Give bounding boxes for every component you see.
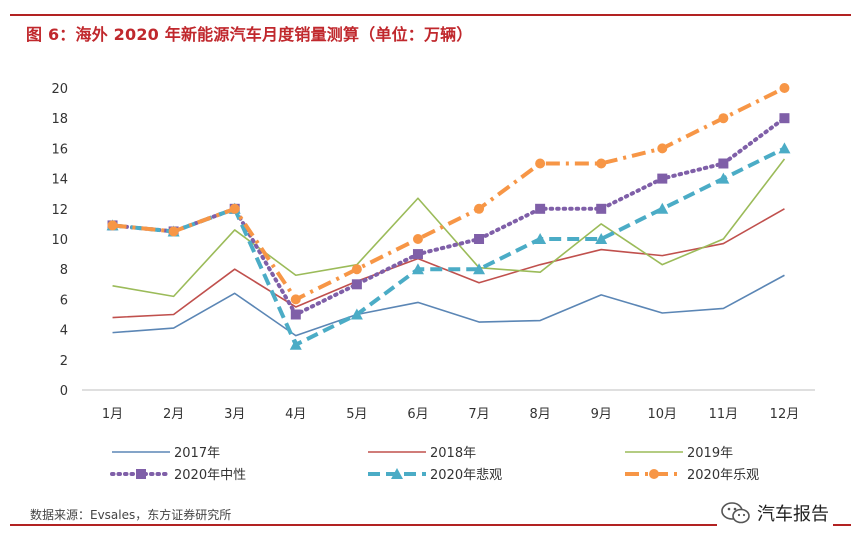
data-point-square <box>718 158 729 169</box>
series-lines <box>106 83 791 350</box>
y-tick-label: 6 <box>60 293 68 308</box>
data-point-square <box>351 279 362 290</box>
data-point-circle <box>474 203 485 214</box>
y-tick-label: 2 <box>60 354 68 369</box>
data-point-triangle <box>778 142 791 154</box>
data-point-circle <box>168 226 179 237</box>
data-point-circle <box>596 158 607 169</box>
x-tick-label: 5月 <box>346 407 367 422</box>
y-tick-label: 0 <box>60 384 68 399</box>
legend-label: 2019年 <box>687 446 733 461</box>
x-tick-label: 2月 <box>163 407 184 422</box>
legend-label: 2020年中性 <box>174 468 246 483</box>
legend-label: 2017年 <box>174 446 220 461</box>
data-point-triangle <box>656 202 669 214</box>
source-note: 数据来源：Evsales，东方证券研究所 <box>30 508 232 522</box>
x-tick-label: 10月 <box>648 407 678 422</box>
data-point-circle <box>229 203 240 214</box>
data-point-circle <box>649 469 659 479</box>
x-tick-label: 3月 <box>224 407 245 422</box>
legend-label: 2020年乐观 <box>687 468 759 483</box>
y-tick-label: 18 <box>51 112 68 127</box>
series-line <box>112 158 786 298</box>
x-tick-label: 9月 <box>591 407 612 422</box>
legend: 2017年 2018年 2019年 2020年中性 2020年悲观 2020年乐观 <box>110 446 759 483</box>
chart-title: 图 6：海外 2020 年新能源汽车月度销量测算（单位：万辆） <box>26 25 473 44</box>
data-point-square <box>474 234 485 244</box>
data-point-circle <box>779 83 790 93</box>
data-point-circle <box>657 143 668 154</box>
data-point-triangle <box>473 263 486 275</box>
wechat-icon <box>721 502 750 524</box>
series-line <box>112 274 785 337</box>
x-tick-label: 7月 <box>468 407 489 422</box>
data-point-circle <box>107 220 118 231</box>
x-tick-label: 6月 <box>407 407 428 422</box>
data-point-triangle <box>717 172 730 184</box>
watermark-text: 汽车报告 <box>757 504 829 525</box>
x-tick-label: 11月 <box>709 407 739 422</box>
data-point-triangle <box>289 338 302 350</box>
y-axis: 0 2 4 6 8 10 12 14 16 18 20 <box>51 82 68 399</box>
data-point-triangle <box>411 263 424 275</box>
data-point-circle <box>290 294 301 305</box>
series-line <box>112 146 786 347</box>
data-point-square <box>535 203 546 214</box>
legend-label: 2018年 <box>430 446 476 461</box>
x-axis: 1月 2月 3月 4月 5月 6月 7月 8月 9月 10月 11月 12月 <box>82 389 815 422</box>
y-tick-label: 20 <box>51 82 68 97</box>
data-point-circle <box>718 113 729 124</box>
y-tick-label: 12 <box>51 203 68 218</box>
x-tick-label: 8月 <box>529 407 550 422</box>
data-point-circle <box>351 264 362 275</box>
y-tick-label: 8 <box>60 263 68 278</box>
y-tick-label: 10 <box>51 233 68 248</box>
series-line <box>112 86 786 302</box>
y-tick-label: 4 <box>60 324 68 339</box>
top-rule <box>10 14 851 16</box>
data-point-triangle <box>350 308 363 320</box>
x-tick-label: 4月 <box>285 407 306 422</box>
bottom-rule <box>10 524 851 526</box>
data-point-square <box>290 309 301 320</box>
data-point-triangle <box>534 233 547 244</box>
data-point-square <box>596 203 607 214</box>
series-line <box>112 208 785 319</box>
y-tick-label: 16 <box>51 142 68 157</box>
data-point-circle <box>535 158 546 169</box>
watermark: 汽车报告 <box>717 500 833 526</box>
y-tick-label: 14 <box>51 173 68 188</box>
data-point-circle <box>412 234 423 244</box>
x-tick-label: 1月 <box>102 407 123 422</box>
data-point-square <box>779 113 790 124</box>
data-point-triangle <box>391 468 403 479</box>
legend-label: 2020年悲观 <box>430 467 502 483</box>
data-point-triangle <box>595 233 608 244</box>
data-point-square <box>657 173 668 184</box>
data-point-square <box>136 469 146 479</box>
x-tick-label: 12月 <box>770 407 800 422</box>
data-point-square <box>412 249 423 260</box>
